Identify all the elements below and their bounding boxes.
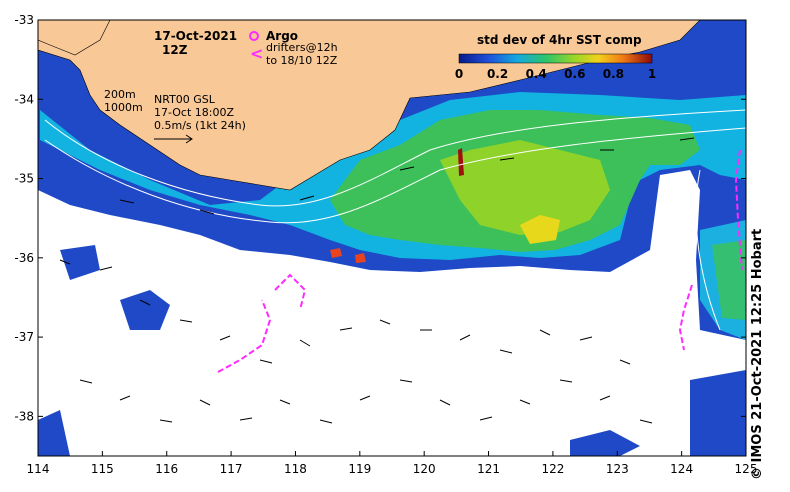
x-tick-label: 125: [735, 462, 758, 476]
legend: Argo < drifters@12h to 18/10 12Z: [249, 29, 338, 67]
drifters-label: drifters@12h: [266, 41, 338, 54]
colorbar-tick-label: 0: [455, 67, 463, 81]
y-tick-label: -33: [14, 13, 34, 27]
x-tick-label: 114: [27, 462, 50, 476]
argo-label: Argo: [266, 29, 298, 43]
current-time-label: 17-Oct 18:00Z: [154, 106, 234, 119]
x-tick-label: 123: [606, 462, 629, 476]
date-title: 17-Oct-2021: [154, 29, 237, 43]
time-title: 12Z: [162, 43, 188, 57]
drifters-to-label: to 18/10 12Z: [266, 54, 338, 67]
y-tick-label: -38: [14, 409, 34, 423]
colorbar-title: std dev of 4hr SST comp: [477, 33, 642, 47]
y-tick-label: -37: [14, 330, 34, 344]
current-vectors: [59, 137, 695, 424]
y-axis: -33 -34 -35 -36 -37 -38: [14, 13, 746, 423]
colorbar-tick-label: 0.8: [603, 67, 624, 81]
x-tick-label: 118: [284, 462, 307, 476]
colorbar: std dev of 4hr SST comp 0 0.2 0.4 0.6 0.8 1: [455, 33, 656, 81]
current-model-label: NRT00 GSL: [154, 93, 216, 106]
colorbar-tick-label: 0.6: [564, 67, 585, 81]
isobath-1000m-label: 1000m: [104, 101, 143, 114]
x-tick-label: 116: [155, 462, 178, 476]
x-tick-label: 115: [91, 462, 114, 476]
x-tick-label: 122: [541, 462, 564, 476]
current-scale-label: 0.5m/s (1kt 24h): [154, 119, 246, 132]
land-mass-west-coast: [38, 20, 111, 56]
isobath-lines: [44, 109, 746, 331]
colorbar-tick-label: 0.2: [487, 67, 508, 81]
plot-frame: [37, 19, 747, 457]
drifter-tracks: [217, 149, 743, 373]
colorbar-tick-label: 0.4: [526, 67, 547, 81]
colorbar-tick-label: 1: [648, 67, 656, 81]
drifter-arrow-icon: <: [250, 44, 263, 63]
current-scale-arrow: [154, 134, 193, 144]
x-axis: 114 115 116 117 118 119 120 121 122 123 124 125: [27, 451, 758, 476]
x-tick-label: 119: [348, 462, 371, 476]
x-tick-label: 117: [220, 462, 243, 476]
x-tick-label: 124: [670, 462, 693, 476]
x-tick-label: 120: [413, 462, 436, 476]
colorbar-gradient: [458, 53, 653, 64]
imos-credit: © IMOS 21-Oct-2021 12:25 Hobart: [750, 228, 765, 480]
y-tick-label: -35: [14, 172, 34, 186]
y-tick-label: -34: [14, 92, 34, 106]
y-tick-label: -36: [14, 251, 34, 265]
isobath-200m-label: 200m: [104, 88, 136, 101]
argo-marker-icon: [249, 31, 259, 41]
x-tick-label: 121: [477, 462, 500, 476]
